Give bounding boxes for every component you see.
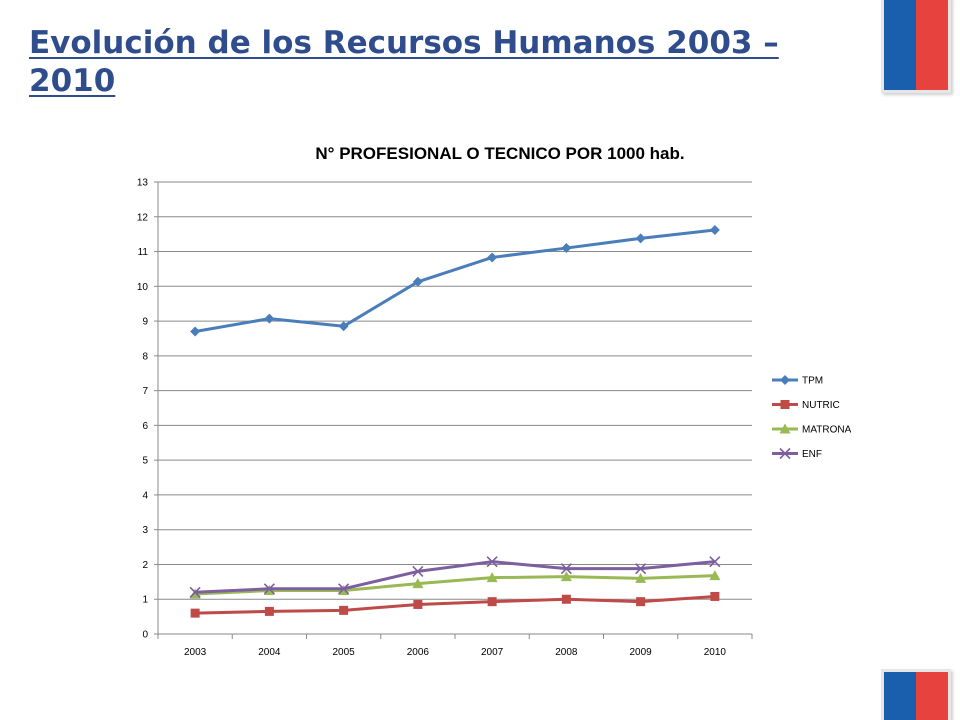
data-point-enf xyxy=(189,586,201,598)
x-tick-label: 2006 xyxy=(407,647,430,658)
chile-flag-icon-bottom xyxy=(884,672,948,720)
chile-flag-icon-top xyxy=(884,0,948,90)
y-tick-label: 1 xyxy=(142,595,148,606)
y-tick-label: 9 xyxy=(142,317,148,328)
x-tick-label: 2007 xyxy=(481,647,504,658)
legend-item-enf: ENF xyxy=(772,447,822,460)
y-tick-label: 3 xyxy=(142,525,148,536)
legend-item-tpm: TPM xyxy=(772,375,823,387)
y-tick-label: 13 xyxy=(137,178,149,189)
data-point-matrona xyxy=(412,578,424,589)
data-point-nutric xyxy=(190,608,200,618)
data-point-enf xyxy=(486,556,498,568)
data-point-tpm xyxy=(709,224,720,235)
chart-axes xyxy=(154,181,753,639)
y-tick-label: 8 xyxy=(142,351,148,362)
data-point-tpm xyxy=(190,326,201,337)
y-tick-label: 10 xyxy=(137,282,149,293)
legend-label-nutric: NUTRIC xyxy=(802,400,840,411)
legend-label-enf: ENF xyxy=(802,449,822,460)
series-enf xyxy=(189,556,721,598)
x-tick-label: 2008 xyxy=(555,647,578,658)
data-point-nutric xyxy=(636,597,646,607)
data-point-nutric xyxy=(264,606,274,616)
x-tick-label: 2009 xyxy=(630,647,653,658)
data-point-tpm xyxy=(561,243,572,254)
x-tick-label: 2003 xyxy=(184,647,207,658)
data-point-tpm xyxy=(412,276,423,287)
legend-label-tpm: TPM xyxy=(802,376,823,387)
legend-marker-nutric xyxy=(780,400,790,409)
y-tick-label: 11 xyxy=(138,247,149,258)
data-point-enf xyxy=(635,563,647,575)
x-tick-label: 2005 xyxy=(333,647,356,658)
legend-item-matrona: MATRONA xyxy=(772,423,852,436)
series-nutric xyxy=(190,591,720,618)
legend-marker-matrona xyxy=(779,423,791,434)
chart-title: N° PROFESIONAL O TECNICO POR 1000 hab. xyxy=(315,144,684,163)
y-tick-label: 5 xyxy=(142,456,148,467)
chart-legend: TPM NUTRIC MATRONA ENF xyxy=(772,375,852,460)
series-tpm xyxy=(190,224,720,337)
data-point-nutric xyxy=(339,605,349,615)
y-tick-label: 7 xyxy=(142,386,148,397)
series-matrona xyxy=(189,570,721,599)
data-point-matrona xyxy=(560,571,572,582)
y-tick-label: 6 xyxy=(142,421,148,432)
data-point-matrona xyxy=(709,570,721,581)
data-point-enf xyxy=(709,556,721,568)
legend-marker-enf xyxy=(779,447,791,460)
data-point-tpm xyxy=(264,313,275,324)
legend-item-nutric: NUTRIC xyxy=(772,400,840,411)
data-point-tpm xyxy=(487,252,498,263)
data-point-enf xyxy=(412,565,424,577)
slide-title: Evolución de los Recursos Humanos 2003 –… xyxy=(29,25,779,99)
data-point-matrona xyxy=(635,572,647,583)
series-line-enf xyxy=(195,560,716,594)
data-point-matrona xyxy=(486,572,498,583)
data-point-nutric xyxy=(487,597,497,607)
data-point-tpm xyxy=(635,233,646,244)
x-tick-label: 2010 xyxy=(704,647,727,658)
series-line-tpm xyxy=(194,228,716,333)
legend-marker-tpm xyxy=(780,375,790,385)
data-point-nutric xyxy=(561,594,571,604)
data-point-nutric xyxy=(413,599,423,609)
y-tick-label: 2 xyxy=(142,560,148,571)
data-point-nutric xyxy=(710,591,720,601)
y-tick-label: 0 xyxy=(142,630,148,641)
series-line-nutric xyxy=(195,594,715,615)
legend-label-matrona: MATRONA xyxy=(802,425,852,436)
chart-series xyxy=(189,224,721,618)
y-tick-label: 12 xyxy=(137,212,149,223)
data-point-enf xyxy=(263,583,275,595)
data-point-enf xyxy=(560,563,572,575)
x-axis-ticks: 2003 2004 2005 2006 2007 2008 2009 2010 xyxy=(184,647,726,658)
x-tick-label: 2004 xyxy=(258,647,281,658)
data-point-tpm xyxy=(338,321,349,332)
y-tick-label: 4 xyxy=(142,490,148,501)
data-point-enf xyxy=(338,583,350,595)
series-line-matrona xyxy=(195,574,715,596)
